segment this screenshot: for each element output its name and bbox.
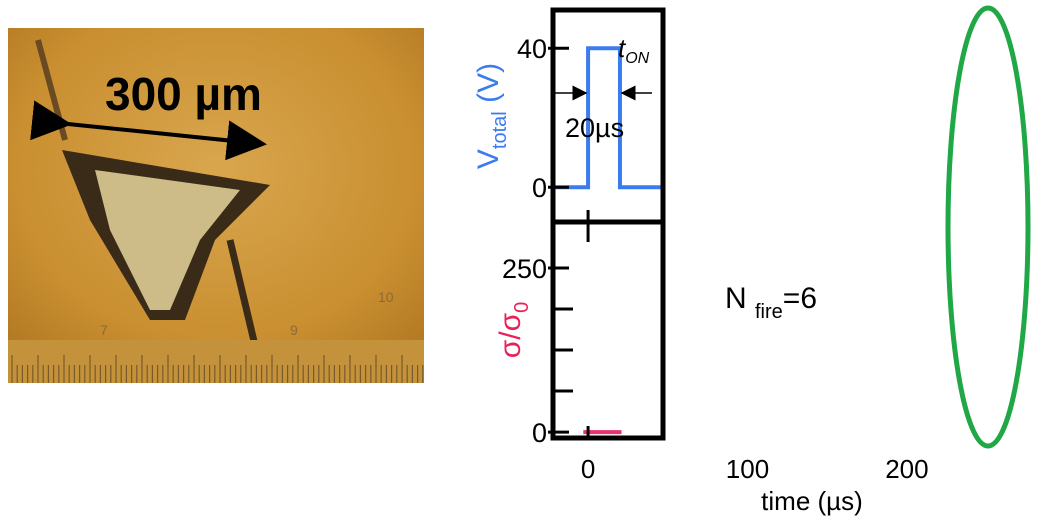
photo: 7 9 10 300 µm xyxy=(8,28,424,383)
y-tick-label: 40 xyxy=(517,34,547,64)
y-axis-label-unit: (V) xyxy=(472,63,505,111)
ruler-label: 9 xyxy=(290,322,298,338)
y-tick-label: 250 xyxy=(502,254,547,284)
y-axis-label: σ/σ0 xyxy=(494,302,533,359)
ruler-label: 10 xyxy=(378,289,394,305)
y-axis-label-sub: total xyxy=(489,111,511,149)
x-tick-label: 0 xyxy=(581,454,595,484)
scale-label: 300 µm xyxy=(105,68,262,120)
fire-label-suffix: =6 xyxy=(783,282,817,315)
annotation-main: t xyxy=(618,33,627,63)
fire-label: N fire=6 xyxy=(725,282,817,323)
x-axis-label: time (µs) xyxy=(761,486,863,516)
ellipse xyxy=(945,5,1031,449)
ruler xyxy=(8,340,424,383)
y-axis-label-main: σ/σ xyxy=(494,312,527,358)
data-line xyxy=(553,46,663,190)
scale-arrow xyxy=(30,100,267,161)
y-axis-label-sub: 0 xyxy=(511,302,533,313)
fire-label-sub: fire xyxy=(755,301,783,323)
axes-frame xyxy=(550,219,666,441)
fire-label-text: N xyxy=(725,282,755,315)
ruler-label: 7 xyxy=(100,322,108,338)
x-tick-label: 200 xyxy=(885,454,928,484)
ruler-ticks xyxy=(11,355,424,383)
annotation: tON xyxy=(618,33,650,67)
x-tick-label: 100 xyxy=(726,454,769,484)
crystal xyxy=(95,170,240,310)
y-axis-label-main: V xyxy=(472,149,505,169)
annotation-sub: ON xyxy=(625,50,649,67)
y-tick-label: 0 xyxy=(532,418,547,448)
width-label: 20µs xyxy=(565,113,624,143)
y-axis-label: Vtotal (V) xyxy=(472,63,511,169)
y-tick-label: 0 xyxy=(532,173,547,203)
